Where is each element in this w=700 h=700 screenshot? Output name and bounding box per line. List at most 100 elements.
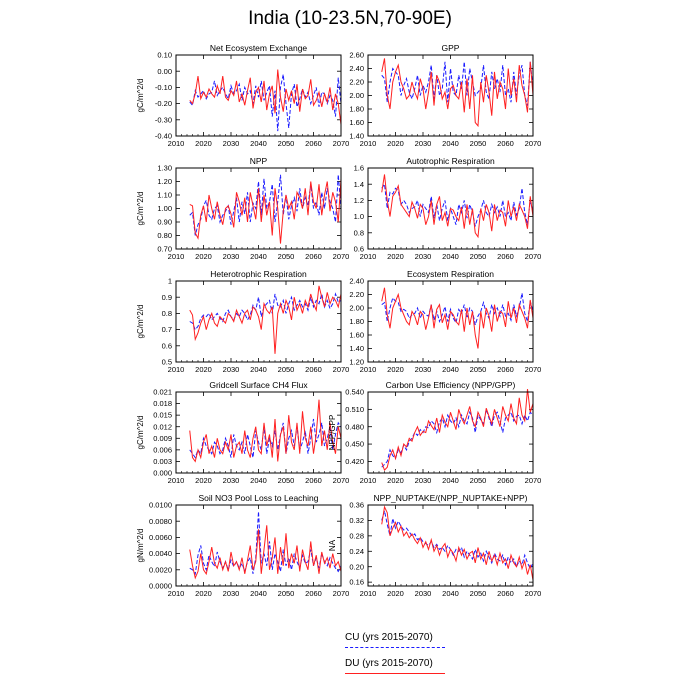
panel-heterotrophic-respiration-xtick-label: 2030	[223, 365, 240, 374]
panel-soil-no3-pool-loss-to-leaching-series-cu	[189, 511, 342, 576]
panel-autotrophic-respiration-xtick-label: 2030	[415, 252, 432, 261]
panel-gridcell-surface-ch4-flux-xtick-label: 2010	[168, 476, 185, 485]
panel-npp-ytick-label: 0.90	[157, 218, 172, 227]
panel-npp-series-du	[189, 178, 342, 244]
panel-carbon-use-efficiency-npp-gpp-ytick-label: 0.510	[345, 405, 364, 414]
panel-ecosystem-respiration-series-cu	[381, 293, 534, 326]
panel-npp-nuptake-npp-nuptake-npp-ytick-label: 0.24	[349, 547, 364, 556]
panel-npp-series-cu	[189, 174, 342, 236]
legend-swatch-du	[345, 673, 445, 674]
panel-autotrophic-respiration-xtick-label: 2070	[525, 252, 542, 261]
panel-autotrophic-respiration-xtick-label: 2020	[387, 252, 404, 261]
panel-gridcell-surface-ch4-flux-ytick-label: 0.000	[153, 469, 172, 478]
panel-carbon-use-efficiency-npp-gpp-ytick-label: 0.420	[345, 457, 364, 466]
panel-npp-nuptake-npp-nuptake-npp-xtick-label: 2010	[360, 589, 377, 598]
panel-carbon-use-efficiency-npp-gpp-xtick-label: 2030	[415, 476, 432, 485]
panel-autotrophic-respiration-ytick-label: 0.6	[354, 245, 364, 254]
panel-carbon-use-efficiency-npp-gpp-ytick-label: 0.450	[345, 440, 364, 449]
panel-npp-xtick-label: 2030	[223, 252, 240, 261]
panel-net-ecosystem-exchange-xtick-label: 2060	[305, 139, 322, 148]
panel-ecosystem-respiration-ytick-label: 2.00	[349, 304, 364, 313]
panel-npp-frame	[175, 167, 342, 250]
panel-ecosystem-respiration: Ecosystem Respiration 2010 2020 2030 2040 205…	[349, 269, 541, 374]
panel-net-ecosystem-exchange-xtick-label: 2040	[250, 139, 267, 148]
panel-heterotrophic-respiration-xtick-label: 2050	[278, 365, 295, 374]
panel-heterotrophic-respiration-xtick-label: 2070	[333, 365, 350, 374]
panel-net-ecosystem-exchange-title: Net Ecosystem Exchange	[210, 43, 308, 53]
panel-gpp-ytick-label: 1.40	[349, 132, 364, 141]
panel-npp-nuptake-npp-nuptake-npp-frame	[367, 504, 534, 587]
panel-gridcell-surface-ch4-flux-xtick-label: 2060	[305, 476, 322, 485]
panel-heterotrophic-respiration-frame	[175, 280, 342, 363]
panel-gpp-ytick-label: 2.00	[349, 91, 364, 100]
panel-gridcell-surface-ch4-flux-xtick-label: 2070	[333, 476, 350, 485]
legend-label-du: DU (yrs 2015-2070)	[345, 658, 433, 669]
legend-entry-cu: CU (yrs 2015-2070)	[330, 632, 450, 658]
panel-gpp-xtick-label: 2050	[470, 139, 487, 148]
panel-gpp-xtick-label: 2010	[360, 139, 377, 148]
panel-net-ecosystem-exchange-ytick-label: -0.10	[155, 83, 172, 92]
panel-gridcell-surface-ch4-flux-xtick-label: 2030	[223, 476, 240, 485]
panel-gridcell-surface-ch4-flux-ytick-label: 0.012	[153, 422, 172, 431]
panel-heterotrophic-respiration-xtick-label: 2020	[195, 365, 212, 374]
panel-autotrophic-respiration-title: Autotrophic Respiration	[406, 156, 495, 166]
panel-ecosystem-respiration-ytick-label: 2.20	[349, 290, 364, 299]
panel-net-ecosystem-exchange: Net Ecosystem Exchange gC/m^2/d 2010 2020 20…	[136, 43, 349, 148]
panel-autotrophic-respiration-xtick-label: 2060	[497, 252, 514, 261]
panel-npp-nuptake-npp-nuptake-npp-ytick-label: 0.32	[349, 516, 364, 525]
panel-gridcell-surface-ch4-flux-xtick-label: 2050	[278, 476, 295, 485]
panel-gridcell-surface-ch4-flux-frame	[175, 391, 342, 474]
panel-npp-nuptake-npp-nuptake-npp-series-du	[381, 505, 534, 581]
panel-gridcell-surface-ch4-flux-ytick-label: 0.021	[153, 388, 172, 397]
panel-net-ecosystem-exchange-ytick-label: -0.20	[155, 99, 172, 108]
panel-gpp-ytick-label: 1.80	[349, 105, 364, 114]
panel-autotrophic-respiration-frame	[367, 167, 534, 250]
panel-soil-no3-pool-loss-to-leaching-ytick-label: 0.0020	[149, 565, 172, 574]
panel-npp-nuptake-npp-nuptake-npp-xtick-label: 2060	[497, 589, 514, 598]
panel-net-ecosystem-exchange-xtick-label: 2020	[195, 139, 212, 148]
legend-label-cu: CU (yrs 2015-2070)	[345, 632, 433, 643]
panel-gpp-ytick-label: 1.60	[349, 118, 364, 127]
panel-gpp-xtick-label: 2040	[442, 139, 459, 148]
panel-npp-nuptake-npp-nuptake-npp-series-cu	[381, 510, 534, 570]
panel-ecosystem-respiration-xtick-label: 2030	[415, 365, 432, 374]
panel-ecosystem-respiration-ytick-label: 1.60	[349, 331, 364, 340]
panel-carbon-use-efficiency-npp-gpp: Carbon Use Efficiency (NPP/GPP) NPP/GPP 20…	[328, 380, 541, 485]
panel-ecosystem-respiration-ytick-label: 2.40	[349, 277, 364, 286]
panel-carbon-use-efficiency-npp-gpp-xtick-label: 2020	[387, 476, 404, 485]
panel-heterotrophic-respiration-xtick-label: 2060	[305, 365, 322, 374]
panel-gpp: GPP 2010 2020 2030 2040 2050 2060 2070 1.40 1.60 1…	[349, 43, 541, 148]
panel-autotrophic-respiration-xtick-label: 2040	[442, 252, 459, 261]
panel-npp-nuptake-npp-nuptake-npp-title: NPP_NUPTAKE/(NPP_NUPTAKE+NPP)	[374, 493, 528, 503]
legend-entry-du: DU (yrs 2015-2070)	[330, 658, 450, 684]
panel-net-ecosystem-exchange-xtick-label: 2030	[223, 139, 240, 148]
panel-soil-no3-pool-loss-to-leaching-ytick-label: 0.0080	[149, 517, 172, 526]
panel-gridcell-surface-ch4-flux: Gridcell Surface CH4 Flux gC/m^2/d 2010 202…	[136, 380, 349, 485]
panel-gpp-frame	[367, 54, 534, 137]
panel-soil-no3-pool-loss-to-leaching-title: Soil NO3 Pool Loss to Leaching	[198, 493, 318, 503]
panel-carbon-use-efficiency-npp-gpp-ytick-label: 0.540	[345, 388, 364, 397]
panel-npp-nuptake-npp-nuptake-npp-xtick-label: 2030	[415, 589, 432, 598]
panel-heterotrophic-respiration-ytick-label: 0.7	[162, 325, 172, 334]
panel-npp-ylabel: gC/m^2/d	[136, 192, 145, 226]
panel-carbon-use-efficiency-npp-gpp-series-cu	[381, 409, 534, 468]
panel-ecosystem-respiration-xtick-label: 2050	[470, 365, 487, 374]
panel-net-ecosystem-exchange-ytick-label: -0.30	[155, 115, 172, 124]
panel-npp-ytick-label: 0.70	[157, 245, 172, 254]
panel-net-ecosystem-exchange-xtick-label: 2050	[278, 139, 295, 148]
panel-npp-ytick-label: 1.10	[157, 191, 172, 200]
panel-npp: NPP gC/m^2/d 2010 2020 2030 2040 2050 2060 2070 0…	[136, 156, 349, 261]
panel-gpp-ytick-label: 2.60	[349, 51, 364, 60]
panel-ecosystem-respiration-ytick-label: 1.20	[349, 358, 364, 367]
panel-gridcell-surface-ch4-flux-ytick-label: 0.006	[153, 445, 172, 454]
panel-npp-nuptake-npp-nuptake-npp-ytick-label: 0.16	[349, 578, 364, 587]
panel-gridcell-surface-ch4-flux-ytick-label: 0.009	[153, 434, 172, 443]
panel-heterotrophic-respiration-ytick-label: 0.9	[162, 293, 172, 302]
panel-npp-ytick-label: 1.20	[157, 177, 172, 186]
panel-gpp-xtick-label: 2060	[497, 139, 514, 148]
panel-autotrophic-respiration: Autotrophic Respiration 2010 2020 2030 2040 2…	[354, 156, 542, 261]
panel-carbon-use-efficiency-npp-gpp-series-du	[381, 389, 534, 472]
panel-soil-no3-pool-loss-to-leaching-ytick-label: 0.0100	[149, 501, 172, 510]
panel-soil-no3-pool-loss-to-leaching-ylabel: gN/m^2/d	[136, 529, 145, 563]
panel-gridcell-surface-ch4-flux-title: Gridcell Surface CH4 Flux	[209, 380, 308, 390]
